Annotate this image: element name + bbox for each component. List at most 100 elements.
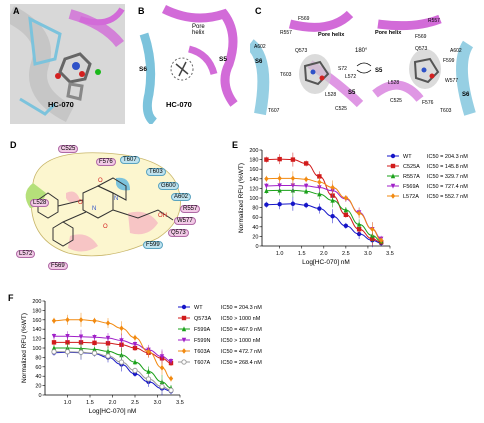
- data-point: [303, 188, 309, 194]
- y-tick-label: 20: [252, 234, 258, 240]
- data-point: [264, 202, 269, 207]
- data-point: [105, 341, 111, 346]
- panel-b-s5: S5: [219, 56, 227, 63]
- panel-c-right-label: F576: [422, 100, 434, 106]
- svg-text:OH: OH: [158, 213, 167, 219]
- panel-b-letter: B: [138, 6, 145, 16]
- data-point: [118, 359, 125, 365]
- panel-c-left-label: F569: [298, 16, 310, 22]
- data-point: [168, 387, 174, 393]
- data-point: [92, 318, 97, 324]
- data-point: [105, 335, 111, 341]
- residue-pill: L572: [16, 250, 36, 258]
- legend-marker: [181, 359, 187, 365]
- legend-ic50: IC50 = 552.7 nM: [427, 194, 468, 200]
- y-tick-label: 20: [35, 384, 41, 390]
- data-point: [91, 350, 98, 356]
- legend-series-name: T603A: [194, 349, 211, 355]
- residue-pill: T607: [120, 156, 140, 164]
- data-point: [378, 237, 384, 243]
- data-point: [343, 195, 349, 201]
- data-point: [290, 183, 296, 189]
- data-point: [168, 375, 174, 382]
- panel-a-letter: A: [13, 6, 20, 16]
- data-point: [343, 212, 349, 217]
- data-point: [264, 188, 269, 193]
- legend-ic50: IC50 = 329.7 nM: [427, 174, 468, 180]
- data-point: [132, 345, 138, 351]
- data-point: [65, 340, 70, 345]
- panel-c-left-label: C525: [335, 106, 347, 112]
- residue-pill: G600: [158, 182, 179, 190]
- residue-pill: A602: [171, 193, 192, 201]
- y-tick-label: 60: [35, 365, 41, 371]
- y-tick-label: 180: [32, 308, 41, 314]
- chart-f: 0 20 40 60 80 100 120 140 160 180 200 1.0 1.5 2.0 2.5 3…: [21, 299, 262, 415]
- data-point: [317, 191, 322, 197]
- data-point: [303, 203, 309, 208]
- panel-c-right-label: T603: [440, 108, 452, 114]
- panel-c-left-label: S6: [255, 59, 263, 65]
- x-tick-label: 2.5: [131, 400, 139, 406]
- residue-pill: Q573: [168, 229, 189, 237]
- data-point: [132, 334, 138, 341]
- x-axis-label: Log[HC-070] nM: [302, 259, 350, 266]
- data-point: [330, 214, 335, 219]
- series-l572a: [264, 171, 384, 244]
- legend-ic50: IC50 = 472.7 nM: [221, 349, 262, 355]
- data-point: [119, 325, 124, 331]
- y-tick-label: 120: [249, 186, 258, 192]
- panel-b: B Pore helix S5 S6 HC-070: [134, 4, 242, 124]
- panel-c-right-label: C525: [390, 98, 402, 104]
- residue-pill: W577: [174, 217, 196, 225]
- panel-c-structure: [250, 4, 478, 124]
- data-point: [159, 354, 165, 360]
- legend-series-name: T607A: [194, 360, 211, 366]
- data-point: [119, 338, 124, 344]
- legend-ic50: IC50 = 268.4 nM: [221, 360, 262, 366]
- y-tick-label: 100: [32, 346, 41, 352]
- series-wt: [264, 196, 384, 248]
- panel-c-left-label: L528: [325, 92, 337, 98]
- panel-c-right-label: R557: [428, 18, 440, 24]
- panel-d: O O O OH N N D C525 F576 T607 T603 G600 …: [8, 138, 208, 276]
- data-point: [330, 184, 335, 191]
- panel-c-right-label: A602: [450, 48, 462, 54]
- legend-series-name: F599A: [194, 327, 211, 333]
- y-tick-label: 140: [32, 327, 41, 333]
- legend-ic50: IC50 = 204.3 nM: [427, 154, 468, 160]
- y-tick-label: 140: [249, 177, 258, 183]
- legend-marker: [390, 183, 396, 189]
- residue-pill: T603: [146, 168, 166, 176]
- x-axis-label: Log[HC-070] nM: [89, 408, 137, 415]
- panel-c-left-label: T603: [280, 72, 292, 78]
- panel-c-rotation: 180°: [355, 48, 368, 54]
- residue-pill: F569: [48, 262, 68, 270]
- fit-curve: [54, 347, 172, 389]
- residue-pill: F599: [143, 241, 163, 249]
- fit-curve: [54, 351, 172, 391]
- x-tick-label: 1.5: [298, 251, 306, 257]
- data-point: [290, 175, 296, 182]
- data-point: [78, 349, 84, 355]
- data-point: [330, 197, 335, 203]
- x-tick-label: 3.0: [364, 251, 372, 257]
- svg-text:N: N: [114, 196, 118, 202]
- legend-series-name: C525A: [403, 164, 420, 170]
- y-axis-label: Normalized RFU (%WT): [21, 313, 28, 383]
- data-point: [303, 183, 309, 189]
- panel-c-right-label: Pore helix: [375, 30, 402, 36]
- series-r557a: [264, 183, 384, 245]
- data-point: [105, 353, 111, 359]
- panel-c-right-label: F599: [443, 58, 455, 64]
- data-point: [51, 340, 57, 345]
- svg-text:O: O: [78, 200, 83, 206]
- legend-series-name: L572A: [403, 194, 419, 200]
- data-point: [132, 359, 138, 365]
- data-point: [78, 334, 84, 340]
- panel-c-right-label: Q573: [415, 46, 428, 52]
- data-point: [132, 342, 138, 347]
- panel-c-right-label: L528: [388, 80, 400, 86]
- fit-curve: [266, 158, 382, 243]
- panel-c-left-label: R557: [280, 30, 292, 36]
